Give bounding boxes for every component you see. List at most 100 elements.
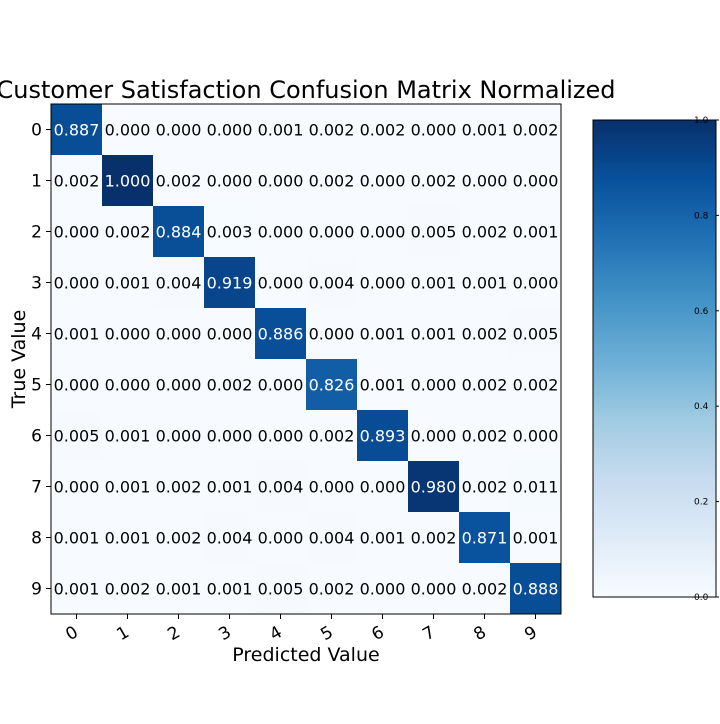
cell-label-2-4: 0.000 bbox=[258, 223, 304, 242]
cell-label-4-1: 0.000 bbox=[105, 325, 151, 344]
heatmap-cell-3-7 bbox=[408, 257, 460, 309]
cell-label-7-5: 0.000 bbox=[309, 478, 355, 497]
heatmap-cell-7-8 bbox=[459, 461, 511, 513]
heatmap-cell-3-8 bbox=[459, 257, 511, 309]
cell-label-5-5: 0.826 bbox=[309, 376, 355, 395]
cell-label-1-9: 0.000 bbox=[513, 172, 559, 191]
heatmap-cell-4-3 bbox=[204, 308, 256, 360]
cell-label-9-0: 0.001 bbox=[54, 580, 100, 599]
heatmap-cell-5-3 bbox=[204, 359, 256, 411]
heatmap-cell-9-8 bbox=[459, 563, 511, 615]
heatmap-cell-3-5 bbox=[306, 257, 358, 309]
cell-label-9-2: 0.001 bbox=[156, 580, 202, 599]
heatmap-cell-9-1 bbox=[102, 563, 154, 615]
heatmap-cell-4-4 bbox=[255, 308, 307, 360]
cell-label-0-6: 0.002 bbox=[360, 121, 406, 140]
cell-label-8-0: 0.001 bbox=[54, 529, 100, 548]
heatmap-cell-5-7 bbox=[408, 359, 460, 411]
heatmap-cell-4-7 bbox=[408, 308, 460, 360]
cell-label-0-0: 0.887 bbox=[54, 121, 100, 140]
x-tick-label-7: 7 bbox=[419, 622, 438, 645]
heatmap-cell-3-4 bbox=[255, 257, 307, 309]
heatmap-cell-8-6 bbox=[357, 512, 409, 564]
cell-label-3-5: 0.004 bbox=[309, 274, 355, 293]
heatmap-cell-8-7 bbox=[408, 512, 460, 564]
cell-label-0-5: 0.002 bbox=[309, 121, 355, 140]
cell-label-5-0: 0.000 bbox=[54, 376, 100, 395]
cell-label-6-2: 0.000 bbox=[156, 427, 202, 446]
colorbar-tick-label-4: 0.8 bbox=[694, 211, 709, 221]
cell-label-6-4: 0.000 bbox=[258, 427, 304, 446]
cell-label-0-7: 0.000 bbox=[411, 121, 457, 140]
heatmap-cell-7-7 bbox=[408, 461, 460, 513]
cell-label-8-7: 0.002 bbox=[411, 529, 457, 548]
cell-label-0-1: 0.000 bbox=[105, 121, 151, 140]
cell-label-6-7: 0.000 bbox=[411, 427, 457, 446]
y-axis-label: True Value bbox=[8, 310, 30, 410]
cell-label-7-3: 0.001 bbox=[207, 478, 253, 497]
plot-area-frame bbox=[50, 103, 562, 615]
heatmap-cell-8-8 bbox=[459, 512, 511, 564]
cell-label-2-8: 0.002 bbox=[462, 223, 508, 242]
heatmap-cell-3-0 bbox=[51, 257, 103, 309]
heatmap-cell-5-4 bbox=[255, 359, 307, 411]
heatmap-cell-8-1 bbox=[102, 512, 154, 564]
cell-label-2-2: 0.884 bbox=[156, 223, 202, 242]
heatmap-cell-8-0 bbox=[51, 512, 103, 564]
y-axis-ticks: 0 1 2 3 4 5 6 7 8 9 bbox=[31, 121, 51, 600]
cell-label-5-7: 0.000 bbox=[411, 376, 457, 395]
y-tick-label-7: 7 bbox=[31, 478, 42, 498]
cell-label-8-5: 0.004 bbox=[309, 529, 355, 548]
colorbar bbox=[592, 119, 717, 598]
heatmap-cell-4-5 bbox=[306, 308, 358, 360]
heatmap-cell-1-8 bbox=[459, 155, 511, 207]
cell-label-7-2: 0.002 bbox=[156, 478, 202, 497]
colorbar-tick-label-3: 0.6 bbox=[694, 307, 709, 317]
heatmap-cell-6-3 bbox=[204, 410, 256, 462]
cell-label-1-7: 0.002 bbox=[411, 172, 457, 191]
cell-label-9-8: 0.002 bbox=[462, 580, 508, 599]
heatmap-cell-7-2 bbox=[153, 461, 205, 513]
heatmap-cell-6-9 bbox=[510, 410, 562, 462]
cell-label-9-9: 0.888 bbox=[513, 580, 559, 599]
heatmap-cell-1-9 bbox=[510, 155, 562, 207]
colorbar-tick-label-0: 0.0 bbox=[694, 593, 709, 603]
heatmap-cell-5-6 bbox=[357, 359, 409, 411]
cell-label-2-7: 0.005 bbox=[411, 223, 457, 242]
heatmap-cell-8-4 bbox=[255, 512, 307, 564]
cell-label-9-3: 0.001 bbox=[207, 580, 253, 599]
heatmap-cell-2-2 bbox=[153, 206, 205, 258]
cell-label-2-1: 0.002 bbox=[105, 223, 151, 242]
heatmap-cell-7-9 bbox=[510, 461, 562, 513]
cell-label-8-8: 0.871 bbox=[462, 529, 508, 548]
cell-label-7-1: 0.001 bbox=[105, 478, 151, 497]
heatmap-cell-9-3 bbox=[204, 563, 256, 615]
cell-label-7-9: 0.011 bbox=[513, 478, 559, 497]
cell-label-5-2: 0.000 bbox=[156, 376, 202, 395]
heatmap-cell-5-1 bbox=[102, 359, 154, 411]
cell-label-9-1: 0.002 bbox=[105, 580, 151, 599]
heatmap-cell-8-2 bbox=[153, 512, 205, 564]
cell-label-5-4: 0.000 bbox=[258, 376, 304, 395]
cell-label-1-6: 0.000 bbox=[360, 172, 406, 191]
cell-label-2-6: 0.000 bbox=[360, 223, 406, 242]
heatmap-cell-6-5 bbox=[306, 410, 358, 462]
cell-label-7-8: 0.002 bbox=[462, 478, 508, 497]
heatmap-cell-3-6 bbox=[357, 257, 409, 309]
heatmap-cell-3-9 bbox=[510, 257, 562, 309]
colorbar-ticks: 0.0 0.2 0.4 0.6 0.8 1.0 bbox=[694, 116, 719, 603]
cell-label-7-4: 0.004 bbox=[258, 478, 304, 497]
heatmap-cell-6-2 bbox=[153, 410, 205, 462]
cell-label-9-7: 0.000 bbox=[411, 580, 457, 599]
heatmap-cell-4-8 bbox=[459, 308, 511, 360]
heatmap-cell-3-2 bbox=[153, 257, 205, 309]
heatmap-cell-3-3 bbox=[204, 257, 256, 309]
cell-label-4-2: 0.000 bbox=[156, 325, 202, 344]
heatmap-cell-8-9 bbox=[510, 512, 562, 564]
y-tick-label-4: 4 bbox=[31, 325, 42, 345]
heatmap-cell-1-6 bbox=[357, 155, 409, 207]
cell-label-4-4: 0.886 bbox=[258, 325, 304, 344]
cell-label-4-3: 0.000 bbox=[207, 325, 253, 344]
colorbar-tick-label-1: 0.2 bbox=[694, 498, 708, 508]
cell-label-5-1: 0.000 bbox=[105, 376, 151, 395]
